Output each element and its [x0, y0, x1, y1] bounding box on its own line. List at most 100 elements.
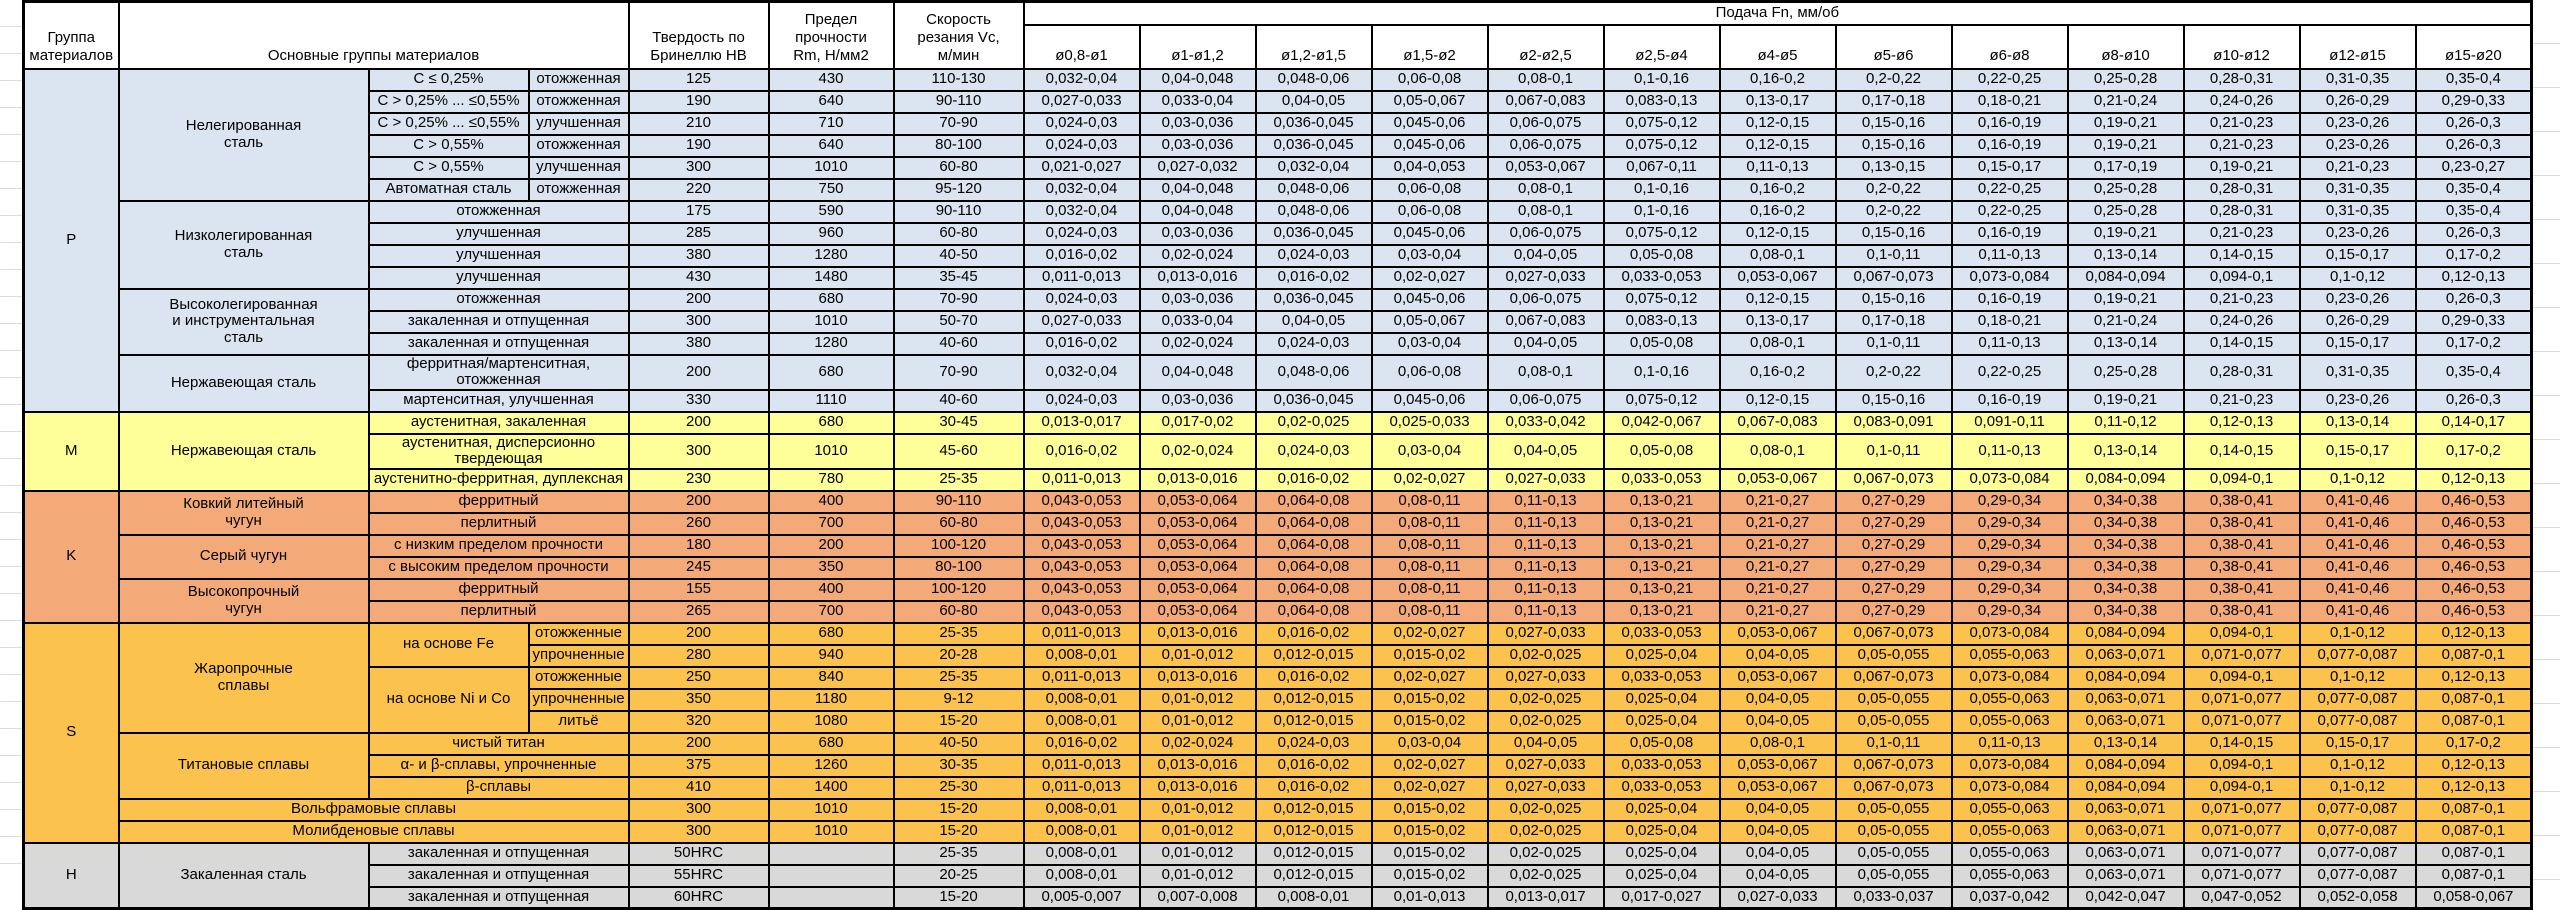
cell-feed-9[interactable]: 0,16-0,19	[1950, 133, 2069, 158]
cell-feed-6[interactable]: 0,13-0,21	[1602, 489, 1721, 514]
cell-hardness[interactable]: 245	[627, 555, 770, 580]
cell-feed-4[interactable]: 0,06-0,08	[1370, 177, 1489, 202]
cell-cond[interactable]: чистый титан	[367, 731, 630, 756]
cell-strength[interactable]: 1280	[767, 331, 895, 356]
cell-spec[interactable]: C > 0,55%	[367, 155, 530, 180]
cell-feed-3[interactable]: 0,008-0,01	[1254, 885, 1373, 910]
cell-speed[interactable]: 25-35	[892, 621, 1025, 646]
cell-feed-4[interactable]: 0,08-0,11	[1370, 577, 1489, 602]
cell-feed-9[interactable]: 0,16-0,19	[1950, 221, 2069, 246]
cell-feed-8[interactable]: 0,05-0,055	[1834, 841, 1953, 866]
cell-feed-5[interactable]: 0,02-0,025	[1486, 819, 1605, 844]
cell-feed-5[interactable]: 0,067-0,083	[1486, 89, 1605, 114]
cell-feed-4[interactable]: 0,02-0,027	[1370, 621, 1489, 646]
cell-strength[interactable]: 1400	[767, 775, 895, 800]
cell-feed-4[interactable]: 0,015-0,02	[1370, 687, 1489, 712]
cell-hardness[interactable]: 210	[627, 111, 770, 136]
cell-strength[interactable]	[767, 885, 895, 910]
cell-feed-3[interactable]: 0,024-0,03	[1254, 243, 1373, 268]
cell-feed-4[interactable]: 0,08-0,11	[1370, 555, 1489, 580]
cell-feed-12[interactable]: 0,31-0,35	[2298, 67, 2417, 92]
cell-name[interactable]: Нержавеющая сталь	[117, 353, 370, 413]
cell-strength[interactable]: 1080	[767, 709, 895, 734]
cell-feed-1[interactable]: 0,011-0,013	[1022, 265, 1141, 290]
cell-feed-7[interactable]: 0,053-0,067	[1718, 621, 1837, 646]
cell-strength[interactable]: 840	[767, 665, 895, 690]
cell-feed-11[interactable]: 0,28-0,31	[2182, 199, 2301, 224]
cell-feed-11[interactable]: 0,094-0,1	[2182, 467, 2301, 492]
cell-feed-3[interactable]: 0,04-0,05	[1254, 89, 1373, 114]
cell-feed-8[interactable]: 0,05-0,055	[1834, 819, 1953, 844]
cell-feed-3[interactable]: 0,064-0,08	[1254, 511, 1373, 536]
cell-feed-2[interactable]: 0,01-0,012	[1138, 863, 1257, 888]
cell-feed-7[interactable]: 0,21-0,27	[1718, 577, 1837, 602]
cell-speed[interactable]: 70-90	[892, 287, 1025, 312]
cell-feed-1[interactable]: 0,011-0,013	[1022, 753, 1141, 778]
cell-feed-12[interactable]: 0,41-0,46	[2298, 599, 2417, 624]
cell-spec[interactable]: C > 0,25% ... ≤0,55%	[367, 89, 530, 114]
cell-speed[interactable]: 80-100	[892, 555, 1025, 580]
cell-feed-3[interactable]: 0,012-0,015	[1254, 797, 1373, 822]
cell-feed-11[interactable]: 0,071-0,077	[2182, 643, 2301, 668]
cell-feed-4[interactable]: 0,015-0,02	[1370, 797, 1489, 822]
cell-strength[interactable]: 700	[767, 599, 895, 624]
cell-feed-2[interactable]: 0,013-0,016	[1138, 753, 1257, 778]
cell-feed-5[interactable]: 0,11-0,13	[1486, 599, 1605, 624]
cell-cond[interactable]: улучшенная	[367, 243, 630, 268]
cell-strength[interactable]: 1480	[767, 265, 895, 290]
cell-hardness[interactable]: 320	[627, 709, 770, 734]
cell-feed-8[interactable]: 0,2-0,22	[1834, 353, 1953, 391]
cell-feed-12[interactable]: 0,13-0,14	[2298, 410, 2417, 435]
cell-feed-9[interactable]: 0,055-0,063	[1950, 841, 2069, 866]
cell-hardness[interactable]: 50HRC	[627, 841, 770, 866]
cell-feed-5[interactable]: 0,067-0,083	[1486, 309, 1605, 334]
cell-feed-10[interactable]: 0,25-0,28	[2066, 177, 2185, 202]
cell-feed-3[interactable]: 0,016-0,02	[1254, 621, 1373, 646]
cell-cond[interactable]: закаленная и отпущенная	[367, 885, 630, 910]
cell-cond[interactable]: литьё	[527, 709, 630, 734]
cell-name[interactable]: Высокопрочный чугун	[117, 577, 370, 624]
cell-feed-6[interactable]: 0,033-0,053	[1602, 753, 1721, 778]
cell-feed-1[interactable]: 0,043-0,053	[1022, 489, 1141, 514]
cell-feed-1[interactable]: 0,027-0,033	[1022, 309, 1141, 334]
cell-feed-12[interactable]: 0,26-0,29	[2298, 89, 2417, 114]
cell-feed-2[interactable]: 0,04-0,048	[1138, 67, 1257, 92]
cell-feed-11[interactable]: 0,28-0,31	[2182, 177, 2301, 202]
cell-feed-10[interactable]: 0,063-0,071	[2066, 819, 2185, 844]
cell-feed-9[interactable]: 0,22-0,25	[1950, 67, 2069, 92]
cell-feed-3[interactable]: 0,012-0,015	[1254, 709, 1373, 734]
cell-feed-10[interactable]: 0,34-0,38	[2066, 533, 2185, 558]
cell-cond[interactable]: ферритный	[367, 489, 630, 514]
cell-feed-3[interactable]: 0,012-0,015	[1254, 841, 1373, 866]
cell-feed-10[interactable]: 0,063-0,071	[2066, 863, 2185, 888]
cell-feed-1[interactable]: 0,043-0,053	[1022, 577, 1141, 602]
cell-feed-2[interactable]: 0,01-0,012	[1138, 819, 1257, 844]
cell-feed-4[interactable]: 0,03-0,04	[1370, 432, 1489, 470]
cell-feed-3[interactable]: 0,048-0,06	[1254, 67, 1373, 92]
cell-feed-1[interactable]: 0,013-0,017	[1022, 410, 1141, 435]
cell-feed-9[interactable]: 0,11-0,13	[1950, 731, 2069, 756]
cell-feed-5[interactable]: 0,04-0,05	[1486, 243, 1605, 268]
cell-feed-6[interactable]: 0,025-0,04	[1602, 643, 1721, 668]
cell-feed-2[interactable]: 0,03-0,036	[1138, 221, 1257, 246]
cell-feed-5[interactable]: 0,027-0,033	[1486, 775, 1605, 800]
cell-feed-7[interactable]: 0,12-0,15	[1718, 133, 1837, 158]
cell-feed-4[interactable]: 0,02-0,027	[1370, 265, 1489, 290]
cell-feed-2[interactable]: 0,013-0,016	[1138, 621, 1257, 646]
cell-feed-7[interactable]: 0,13-0,17	[1718, 309, 1837, 334]
cell-feed-13[interactable]: 0,087-0,1	[2414, 709, 2533, 734]
cell-feed-2[interactable]: 0,053-0,064	[1138, 489, 1257, 514]
cell-feed-11[interactable]: 0,12-0,13	[2182, 410, 2301, 435]
cell-feed-1[interactable]: 0,032-0,04	[1022, 67, 1141, 92]
cell-feed-11[interactable]: 0,094-0,1	[2182, 775, 2301, 800]
cell-feed-7[interactable]: 0,04-0,05	[1718, 863, 1837, 888]
cell-feed-8[interactable]: 0,15-0,16	[1834, 221, 1953, 246]
cell-speed[interactable]: 15-20	[892, 797, 1025, 822]
cell-group[interactable]: M	[22, 410, 120, 492]
cell-feed-6[interactable]: 0,075-0,12	[1602, 133, 1721, 158]
cell-strength[interactable]: 1010	[767, 819, 895, 844]
cell-strength[interactable]: 680	[767, 621, 895, 646]
cell-feed-6[interactable]: 0,13-0,21	[1602, 533, 1721, 558]
cell-feed-11[interactable]: 0,21-0,23	[2182, 287, 2301, 312]
cell-feed-7[interactable]: 0,053-0,067	[1718, 753, 1837, 778]
